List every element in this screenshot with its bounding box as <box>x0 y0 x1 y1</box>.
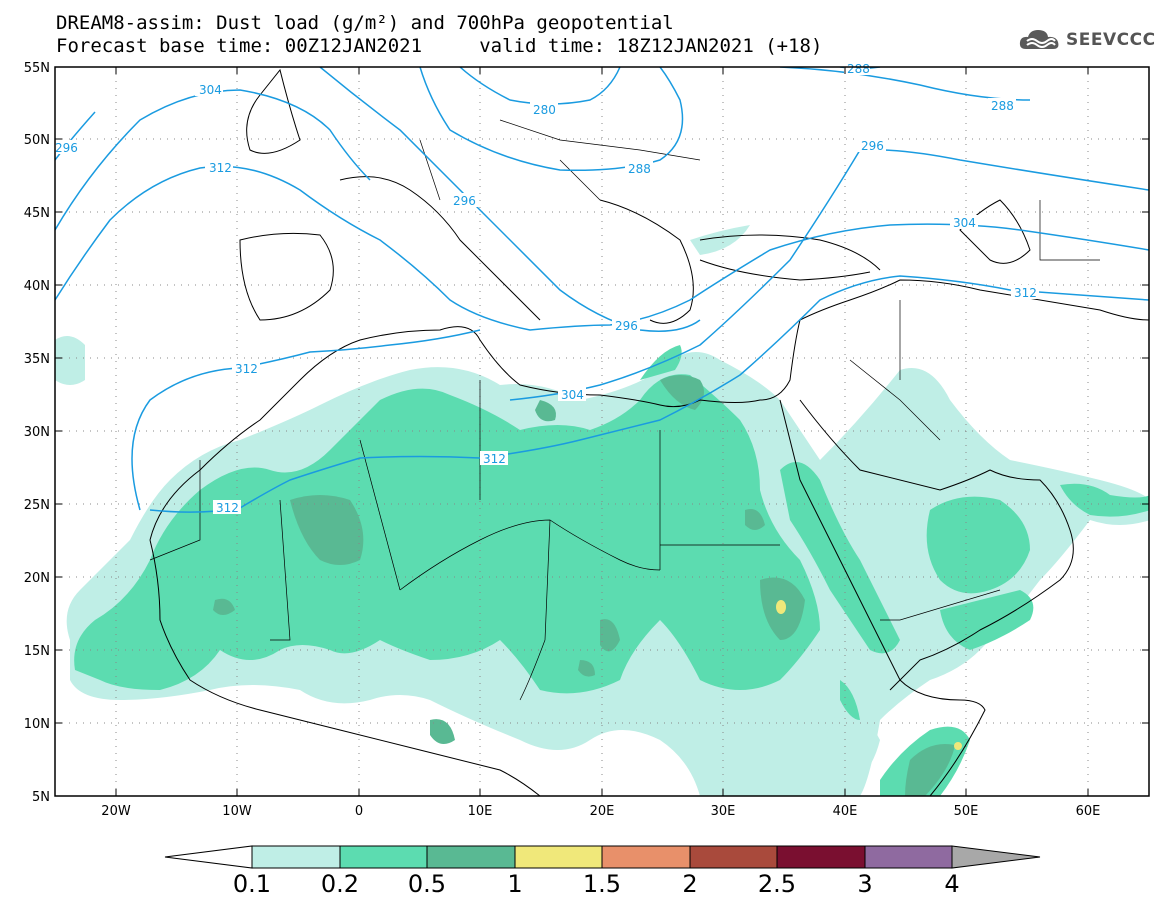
colorbar-label: 0.1 <box>233 870 271 898</box>
lat-tick-label: 15N <box>24 644 50 659</box>
contour-label: 304 <box>561 388 584 402</box>
colorbar-swatch <box>251 845 341 869</box>
colorbar-label: 4 <box>944 870 959 898</box>
colorbar-label: 2.5 <box>758 870 796 898</box>
colorbar-swatch <box>689 845 778 869</box>
lat-axis: 55N 50N 45N 40N 35N 30N 25N 20N 15N 10N … <box>24 61 1149 805</box>
contour-label: 312 <box>216 501 239 515</box>
contour-label: 280 <box>533 103 556 117</box>
contour-label: 296 <box>453 194 476 208</box>
colorbar-label: 1.5 <box>583 870 621 898</box>
lon-tick-label: 30E <box>711 804 736 819</box>
colorbar-label: 1 <box>507 870 522 898</box>
cloud-logo-icon <box>1019 30 1059 49</box>
country-borders <box>149 119 1100 701</box>
colorbar-label: 3 <box>857 870 872 898</box>
lon-tick-label: 0 <box>355 804 363 819</box>
colorbar-high-arrow <box>951 845 1041 869</box>
logo-text: SEEVCCC <box>1066 30 1156 50</box>
dust-level-0.2 <box>74 345 1149 796</box>
lon-tick-label: 50E <box>954 804 979 819</box>
lat-tick-label: 30N <box>24 425 50 440</box>
dust-level-0.5 <box>213 375 955 796</box>
seevccc-logo: SEEVCCC <box>1018 27 1156 53</box>
colorbar-label: 2 <box>682 870 697 898</box>
chart-title-line2: Forecast base time: 00Z12JAN2021 valid t… <box>56 35 823 57</box>
colorbar-label: 0.2 <box>321 870 359 898</box>
lat-tick-label: 25N <box>24 498 50 513</box>
lat-tick-label: 45N <box>24 206 50 221</box>
contour-label: 304 <box>953 216 976 230</box>
lon-axis: 20W 10W 0 10E 20E 30E 40E 50E 60E <box>101 67 1100 819</box>
dust-level-1 <box>776 600 962 750</box>
colorbar-labels: 0.1 0.2 0.5 1 1.5 2 2.5 3 4 <box>233 870 960 898</box>
chart-title-line1: DREAM8-assim: Dust load (g/m²) and 700hP… <box>56 12 674 34</box>
contour-label: 296 <box>55 141 78 155</box>
lat-tick-label: 40N <box>24 279 50 294</box>
colorbar-swatch <box>426 845 516 869</box>
colorbar-low-arrow <box>164 845 253 869</box>
colorbar <box>164 845 1041 869</box>
colorbar-swatch <box>864 845 953 869</box>
lon-tick-label: 20W <box>101 804 131 819</box>
contour-label: 296 <box>615 319 638 333</box>
contour-labels: 304 312 296 280 288 296 296 288 304 312 … <box>55 62 1039 515</box>
contour-label: 288 <box>991 99 1014 113</box>
colorbar-swatch <box>776 845 866 869</box>
contour-label: 288 <box>628 162 651 176</box>
contour-label: 312 <box>235 362 258 376</box>
lat-tick-label: 55N <box>24 61 50 76</box>
contour-label: 312 <box>1014 286 1037 300</box>
contour-label: 312 <box>209 161 232 175</box>
contour-label: 312 <box>483 452 506 466</box>
lon-tick-label: 10E <box>468 804 493 819</box>
contour-label: 296 <box>861 139 884 153</box>
lon-tick-label: 40E <box>833 804 858 819</box>
map-layers <box>55 67 1149 796</box>
colorbar-swatch <box>514 845 603 869</box>
colorbar-swatch <box>601 845 691 869</box>
contour-label: 304 <box>199 83 222 97</box>
lon-tick-label: 10W <box>222 804 252 819</box>
lat-tick-label: 50N <box>24 133 50 148</box>
colorbar-swatch <box>339 845 428 869</box>
lat-tick-label: 5N <box>32 790 50 805</box>
coastlines <box>149 68 1149 796</box>
lat-tick-label: 35N <box>24 352 50 367</box>
colorbar-label: 0.5 <box>408 870 446 898</box>
lon-tick-label: 20E <box>590 804 615 819</box>
lon-tick-label: 60E <box>1076 804 1101 819</box>
lat-tick-label: 20N <box>24 571 50 586</box>
lat-tick-label: 10N <box>24 717 50 732</box>
contour-label: 288 <box>847 62 870 76</box>
